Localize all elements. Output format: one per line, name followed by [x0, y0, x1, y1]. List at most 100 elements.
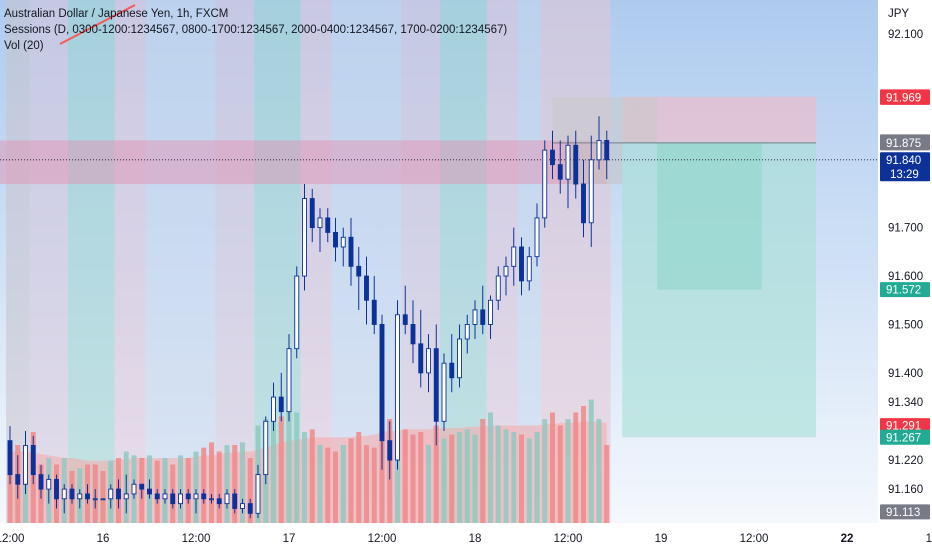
candle-63 [495, 266, 501, 310]
price-tag-box-6 [880, 418, 930, 434]
candle-45 [356, 246, 362, 310]
volume-bar-59 [464, 429, 470, 523]
volume-bar-76 [596, 419, 602, 523]
candle-body-59 [464, 324, 470, 340]
candle-body-68 [534, 217, 540, 258]
candle-61 [480, 285, 486, 335]
candle-37 [294, 266, 300, 359]
candle-20 [162, 489, 168, 504]
volume-bar-41 [325, 447, 331, 523]
candle-69 [542, 140, 548, 228]
volume-bar-75 [588, 399, 594, 523]
candle-10 [85, 484, 90, 504]
candle-25 [201, 489, 207, 504]
volume-bar-47 [371, 447, 377, 523]
candle-36 [286, 334, 292, 422]
candle-33 [263, 416, 269, 485]
volume-bar-50 [395, 432, 400, 523]
candle-body-1 [15, 474, 21, 485]
candle-body-70 [550, 149, 555, 166]
session-band-2 [114, 0, 146, 523]
candle-75 [588, 135, 594, 247]
candle-body-27 [216, 498, 222, 505]
price-tick-4: 91.400 [888, 368, 923, 380]
candle-body-30 [240, 503, 245, 509]
candle-7 [61, 484, 67, 514]
candle-24 [193, 489, 199, 514]
candle-56 [441, 353, 447, 431]
candle-body-21 [170, 493, 176, 505]
candle-body-39 [309, 198, 315, 229]
candle-body-13 [108, 488, 114, 500]
volume-bar-44 [348, 438, 354, 523]
candle-body-52 [410, 324, 416, 345]
candle-12 [100, 498, 106, 501]
volume-bar-70 [550, 412, 555, 523]
candle-body-22 [178, 493, 183, 505]
candle-body-19 [154, 493, 160, 500]
session-band-1 [68, 0, 115, 523]
price-tag-8: 91.113 [880, 504, 930, 520]
price-tag-value-1: 91.969 [886, 92, 921, 104]
candle-50 [395, 300, 400, 470]
candle-body-44 [348, 236, 354, 267]
volume-bar-27 [216, 451, 222, 523]
resistance-zone [0, 140, 607, 185]
volume-bar-56 [441, 438, 447, 523]
price-axis[interactable]: JPY 92.100 91.700 91.600 91.500 91.400 91.340 9… [878, 0, 932, 550]
candle-body-5 [46, 478, 52, 490]
volume-bar-39 [309, 429, 315, 523]
volume-bar-73 [573, 412, 579, 523]
candle-body-41 [325, 217, 331, 233]
candle-body-67 [526, 256, 532, 282]
volume-bar-43 [340, 445, 346, 523]
price-tag-countdown-4: 13:29 [890, 169, 919, 181]
drawing-zones[interactable] [0, 96, 878, 438]
candle-21 [170, 489, 176, 509]
time-tick-3: 17 [283, 533, 296, 545]
price-tag-value-5: 91.572 [886, 285, 921, 297]
candle-41 [325, 208, 331, 243]
candle-body-24 [193, 493, 199, 500]
candle-14 [116, 479, 121, 509]
time-axis[interactable]: 12:00 16 12:00 17 12:00 18 12:00 19 12:00 22 12:00 [0, 523, 932, 550]
candle-body-4 [38, 474, 44, 490]
candle-body-69 [542, 149, 548, 219]
volume-bar-77 [604, 445, 610, 523]
volume-bar-63 [495, 425, 501, 523]
candle-body-38 [302, 198, 307, 277]
volume-bar-71 [557, 425, 563, 523]
candle-body-35 [278, 396, 284, 413]
candle-38 [302, 184, 307, 291]
candle-body-57 [449, 362, 455, 379]
volume-bar-51 [402, 429, 408, 523]
candle-body-17 [139, 483, 145, 490]
candle-body-15 [123, 493, 129, 500]
candle-body-71 [557, 164, 563, 180]
candle-44 [348, 217, 354, 286]
session-band-0 [6, 0, 30, 523]
volume-bar-36 [286, 408, 292, 523]
volume-bar-45 [356, 432, 362, 523]
volume-bar-62 [488, 412, 493, 523]
volume-bar-30 [240, 442, 245, 523]
volume-bar-24 [193, 451, 199, 523]
candle-body-73 [573, 144, 579, 185]
candle-15 [123, 474, 129, 514]
candle-29 [232, 489, 238, 514]
candle-body-49 [387, 440, 393, 461]
time-tick-9: 22 [841, 533, 854, 545]
candle-59 [464, 314, 470, 354]
candle-42 [333, 217, 338, 262]
candle-26 [209, 493, 214, 504]
volume-bar-37 [294, 412, 300, 523]
volume-bar-68 [534, 432, 540, 523]
candle-body-6 [54, 478, 59, 500]
price-tag-5: 91.572 [880, 282, 930, 298]
time-tick-0: 12:00 [0, 533, 24, 545]
candle-body-51 [402, 314, 408, 325]
candle-28 [224, 489, 230, 509]
volume-bar-35 [278, 416, 284, 523]
